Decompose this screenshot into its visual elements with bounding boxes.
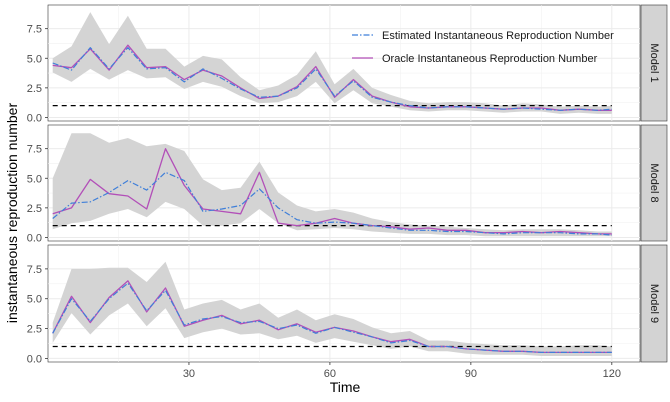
y-axis-title: instantaneous reproduction number bbox=[4, 103, 20, 324]
y-tick-label: 0.0 bbox=[27, 353, 42, 365]
y-tick-label: 7.5 bbox=[27, 264, 42, 276]
series-line-oracle bbox=[52, 44, 612, 111]
facet-strip-label: Model 8 bbox=[648, 163, 660, 202]
series-line-oracle bbox=[52, 148, 612, 235]
panel-2: 0.0 2.5 5.0 7.5 Model 8 bbox=[27, 124, 668, 244]
facet-strip-label: Model 9 bbox=[648, 284, 660, 323]
legend-estimated-label: Estimated Instantaneous Reproduction Num… bbox=[382, 30, 614, 42]
y-tick-label: 0.0 bbox=[27, 112, 42, 124]
y-tick-label: 5.0 bbox=[27, 294, 42, 306]
x-tick-label: 120 bbox=[603, 368, 621, 380]
series-line-estimated bbox=[52, 46, 612, 111]
y-tick-label: 7.5 bbox=[27, 24, 42, 36]
facet-strip bbox=[640, 4, 668, 122]
x-tick-label: 60 bbox=[324, 368, 336, 380]
legend: Estimated Instantaneous Reproduction Num… bbox=[352, 30, 614, 65]
y-tick-label: 0.0 bbox=[27, 232, 42, 244]
facet-strip bbox=[640, 124, 668, 242]
uncertainty-band bbox=[52, 133, 612, 237]
series-line-estimated bbox=[52, 282, 612, 353]
panel-1: 0.0 2.5 5.0 7.5 Model 1 bbox=[27, 4, 668, 124]
y-tick-label: 2.5 bbox=[27, 203, 42, 215]
x-tick-label: 30 bbox=[183, 368, 195, 380]
x-axis-title: Time bbox=[330, 379, 361, 395]
y-tick-label: 5.0 bbox=[27, 53, 42, 65]
y-tick-label: 2.5 bbox=[27, 83, 42, 95]
facet-strip-label: Model 1 bbox=[648, 43, 660, 82]
y-tick-label: 7.5 bbox=[27, 144, 42, 156]
y-tick-label: 2.5 bbox=[27, 324, 42, 336]
facet-strip bbox=[640, 244, 668, 363]
panel-3: 0.0 2.5 5.0 7.5 Model 9 bbox=[27, 244, 668, 365]
series-line-estimated bbox=[52, 171, 612, 236]
legend-oracle-label: Oracle Instantaneous Reproduction Number bbox=[382, 53, 598, 65]
uncertainty-band bbox=[52, 261, 612, 356]
x-tick-label: 90 bbox=[465, 368, 477, 380]
y-tick-label: 5.0 bbox=[27, 173, 42, 185]
